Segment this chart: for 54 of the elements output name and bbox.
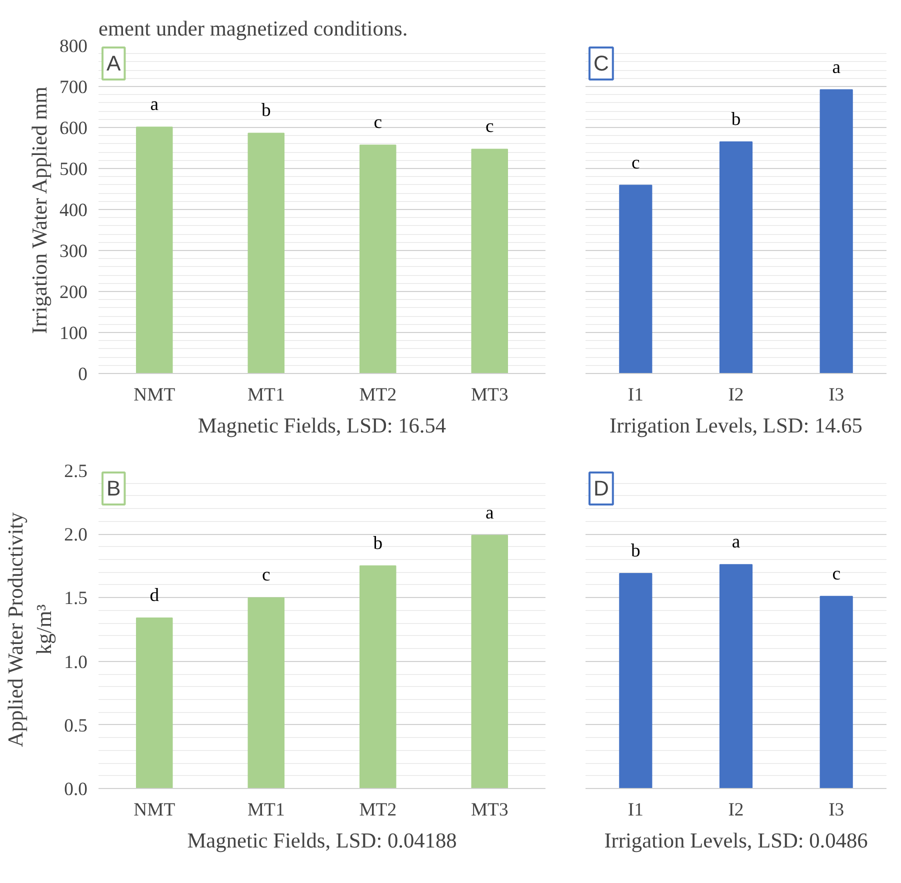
data-label: b xyxy=(731,108,741,130)
x-axis-title: Irrigation Levels, LSD: 14.65 xyxy=(610,414,862,438)
y-tick-label: 700 xyxy=(60,77,88,98)
y-axis-title: Applied Water Productivity kg/m³ xyxy=(3,512,56,748)
y-tick-label: 1.0 xyxy=(64,652,88,673)
x-tick-label: MT3 xyxy=(470,800,508,820)
y-tick-label: 800 xyxy=(60,36,88,57)
y-tick-label: 2.0 xyxy=(64,524,88,546)
y-tick-label: 1.5 xyxy=(64,588,88,610)
y-tick-label: 400 xyxy=(60,200,88,221)
data-label: b xyxy=(631,540,640,562)
data-label: a xyxy=(832,56,842,78)
data-label: c xyxy=(374,112,382,134)
text: ement under magnetized conditions. xyxy=(98,16,408,40)
x-tick-label: I3 xyxy=(828,800,844,820)
y-axis-title: Irrigation Water Applied mm xyxy=(28,86,52,334)
data-label: b xyxy=(261,100,271,122)
annotation: B xyxy=(106,476,121,500)
x-tick-label: MT1 xyxy=(247,384,285,406)
x-tick-label: NMT xyxy=(134,800,176,820)
y-tick-label: 0.0 xyxy=(64,779,88,800)
data-label: a xyxy=(150,94,160,116)
x-tick-label: I3 xyxy=(828,384,844,406)
x-tick-label: I1 xyxy=(628,384,644,406)
y-tick-label: 0.5 xyxy=(64,715,88,736)
x-tick-label: I1 xyxy=(628,800,644,820)
x-tick-label: MT2 xyxy=(359,384,397,406)
data-label: c xyxy=(262,564,270,586)
x-tick-label: NMT xyxy=(134,384,176,406)
y-tick-label: 200 xyxy=(60,282,88,303)
y-tick-label: 500 xyxy=(60,159,88,180)
x-tick-label: I2 xyxy=(728,800,744,820)
data-label: c xyxy=(485,116,494,138)
y-tick-label: 0 xyxy=(78,364,88,385)
data-label: d xyxy=(150,585,160,606)
x-tick-label: MT3 xyxy=(470,384,508,406)
data-label: c xyxy=(632,152,640,174)
x-tick-label: MT2 xyxy=(359,800,397,820)
x-axis-title: Magnetic Fields, LSD: 16.54 xyxy=(198,414,446,438)
annotation: D xyxy=(594,476,609,500)
y-tick-label: 2.5 xyxy=(64,461,88,482)
y-tick-label: 600 xyxy=(60,118,88,139)
y-tick-label: 300 xyxy=(60,241,88,262)
data-label: b xyxy=(373,532,383,554)
data-label: a xyxy=(732,532,741,553)
data-label: a xyxy=(485,502,494,524)
data-label: c xyxy=(832,563,840,584)
annotation: C xyxy=(594,52,609,76)
x-tick-label: MT1 xyxy=(247,800,285,820)
annotation: A xyxy=(106,52,122,76)
x-axis-title: Irrigation Levels, LSD: 0.0486 xyxy=(604,828,868,852)
y-tick-label: 100 xyxy=(60,323,88,344)
x-axis-title: Magnetic Fields, LSD: 0.04188 xyxy=(187,828,457,852)
x-tick-label: I2 xyxy=(728,384,744,406)
